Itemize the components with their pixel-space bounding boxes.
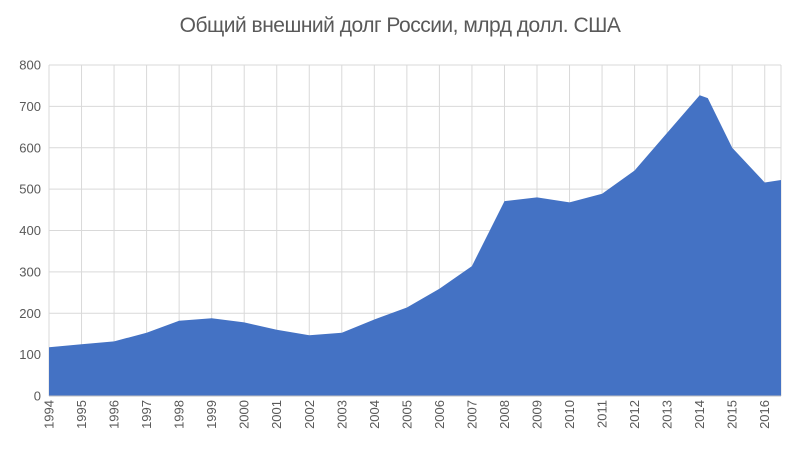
x-tick-label: 1999 [204, 400, 219, 429]
x-tick-label: 2010 [562, 400, 577, 429]
x-tick-label: 2003 [334, 400, 349, 429]
y-tick-label: 800 [19, 58, 41, 73]
y-tick-label: 500 [19, 182, 41, 197]
x-tick-label: 2006 [432, 400, 447, 429]
y-tick-label: 300 [19, 264, 41, 279]
x-tick-label: 2001 [269, 400, 284, 429]
x-tick-label: 2016 [757, 400, 772, 429]
x-tick-label: 2011 [595, 400, 610, 428]
x-tick-label: 2008 [497, 400, 512, 429]
x-tick-label: 1995 [74, 400, 89, 429]
x-tick-label: 1994 [42, 400, 57, 429]
chart-title: Общий внешний долг России, млрд долл. СШ… [179, 14, 621, 37]
x-tick-label: 2012 [627, 400, 642, 429]
area-series [49, 95, 781, 396]
x-tick-label: 2000 [237, 400, 252, 429]
x-tick-label: 2015 [725, 400, 740, 429]
x-tick-label: 2005 [399, 400, 414, 429]
x-tick-label: 2007 [464, 400, 479, 429]
x-tick-label: 1998 [172, 400, 187, 429]
y-tick-label: 400 [19, 223, 41, 238]
x-tick-label: 2004 [367, 400, 382, 429]
y-tick-label: 0 [34, 389, 41, 404]
y-tick-label: 600 [19, 140, 41, 155]
x-tick-label: 1997 [139, 400, 154, 429]
x-tick-label: 2002 [302, 400, 317, 429]
x-tick-label: 2014 [692, 400, 707, 429]
x-tick-label: 2013 [660, 400, 675, 429]
x-tick-label: 1996 [107, 400, 122, 429]
x-tick-label: 2009 [530, 400, 545, 429]
y-tick-label: 100 [19, 347, 41, 362]
y-tick-label: 700 [19, 99, 41, 114]
y-tick-label: 200 [19, 306, 41, 321]
